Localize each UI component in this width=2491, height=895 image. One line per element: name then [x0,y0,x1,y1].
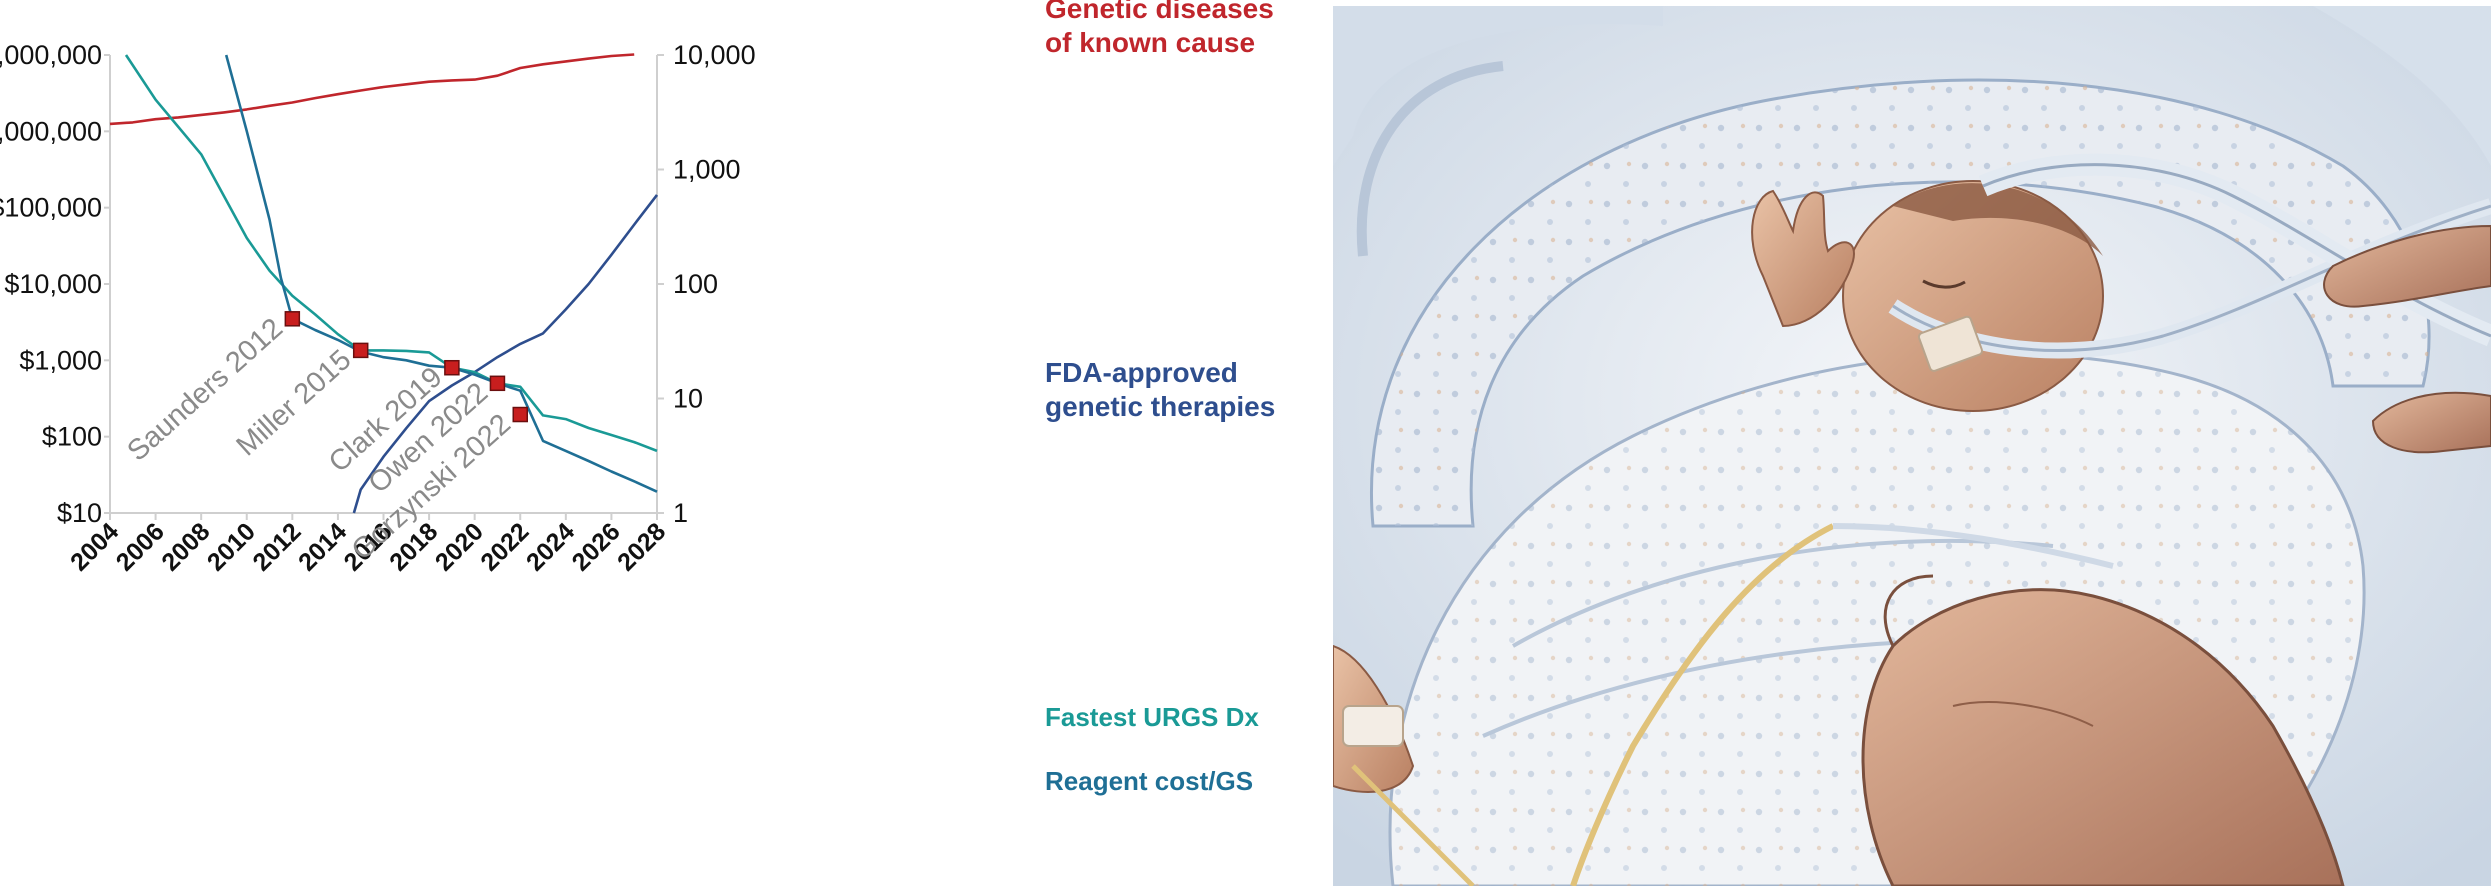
series-label: FDA-approved [1045,357,1238,388]
left-tick-label: $1,000,000 [0,116,102,146]
series-label: Genetic diseases [1045,0,1274,24]
series-line-reagent-cost-gs [224,54,658,493]
markers-group [284,311,528,423]
x-tick-label: 2012 [247,517,306,576]
series-line-fda-approved-genetic-therapies [352,194,659,514]
left-tick-label: $1,000 [19,345,102,375]
x-tick-label: 2014 [293,517,352,576]
right-tick-label: 10 [673,384,703,414]
x-tick-label: 2028 [612,517,671,576]
x-tick-label: 2020 [430,517,489,576]
right-tick-label: 1 [673,498,688,528]
left-tick-label: $10,000 [4,269,102,299]
series-group [109,53,659,514]
left-tick-label: $10,000,000 [0,40,102,70]
left-tick-label: $100 [42,422,102,452]
series-label: genetic therapies [1045,391,1275,422]
study-marker [284,311,301,327]
labels-group: $10 $100 $1,000 $10,000 $100,000 $1,000,000 $1… [0,0,1275,796]
left-tick-label: $100,000 [0,193,102,223]
study-marker [352,342,369,359]
series-line-genetic-diseases-of-known-cause [109,53,635,126]
x-tick-label: 2006 [111,517,170,576]
right-tick-label: 10,000 [673,40,756,70]
right-tick-label: 1,000 [673,155,741,185]
series-label: Reagent cost/GS [1045,766,1253,796]
series-label: Fastest URGS Dx [1045,702,1259,732]
x-tick-label: 2022 [475,517,534,576]
study-marker [489,375,506,392]
left-tick-label: $10 [57,498,102,528]
x-tick-label: 2008 [156,517,215,576]
series-line-fastest-urgs-dx [124,54,658,453]
x-tick-label: 2010 [202,517,261,576]
series-label: of known cause [1045,27,1255,58]
study-marker [444,359,460,376]
x-tick-label: 2024 [521,517,580,576]
study-marker [512,406,528,423]
right-tick-label: 100 [673,269,718,299]
chart: $10 $100 $1,000 $10,000 $100,000 $1,000,000 $1… [0,0,1275,796]
x-tick-label: 2026 [567,517,626,576]
axes-group [104,54,664,520]
neonatal-incubator-illustration-icon [1333,6,2491,886]
